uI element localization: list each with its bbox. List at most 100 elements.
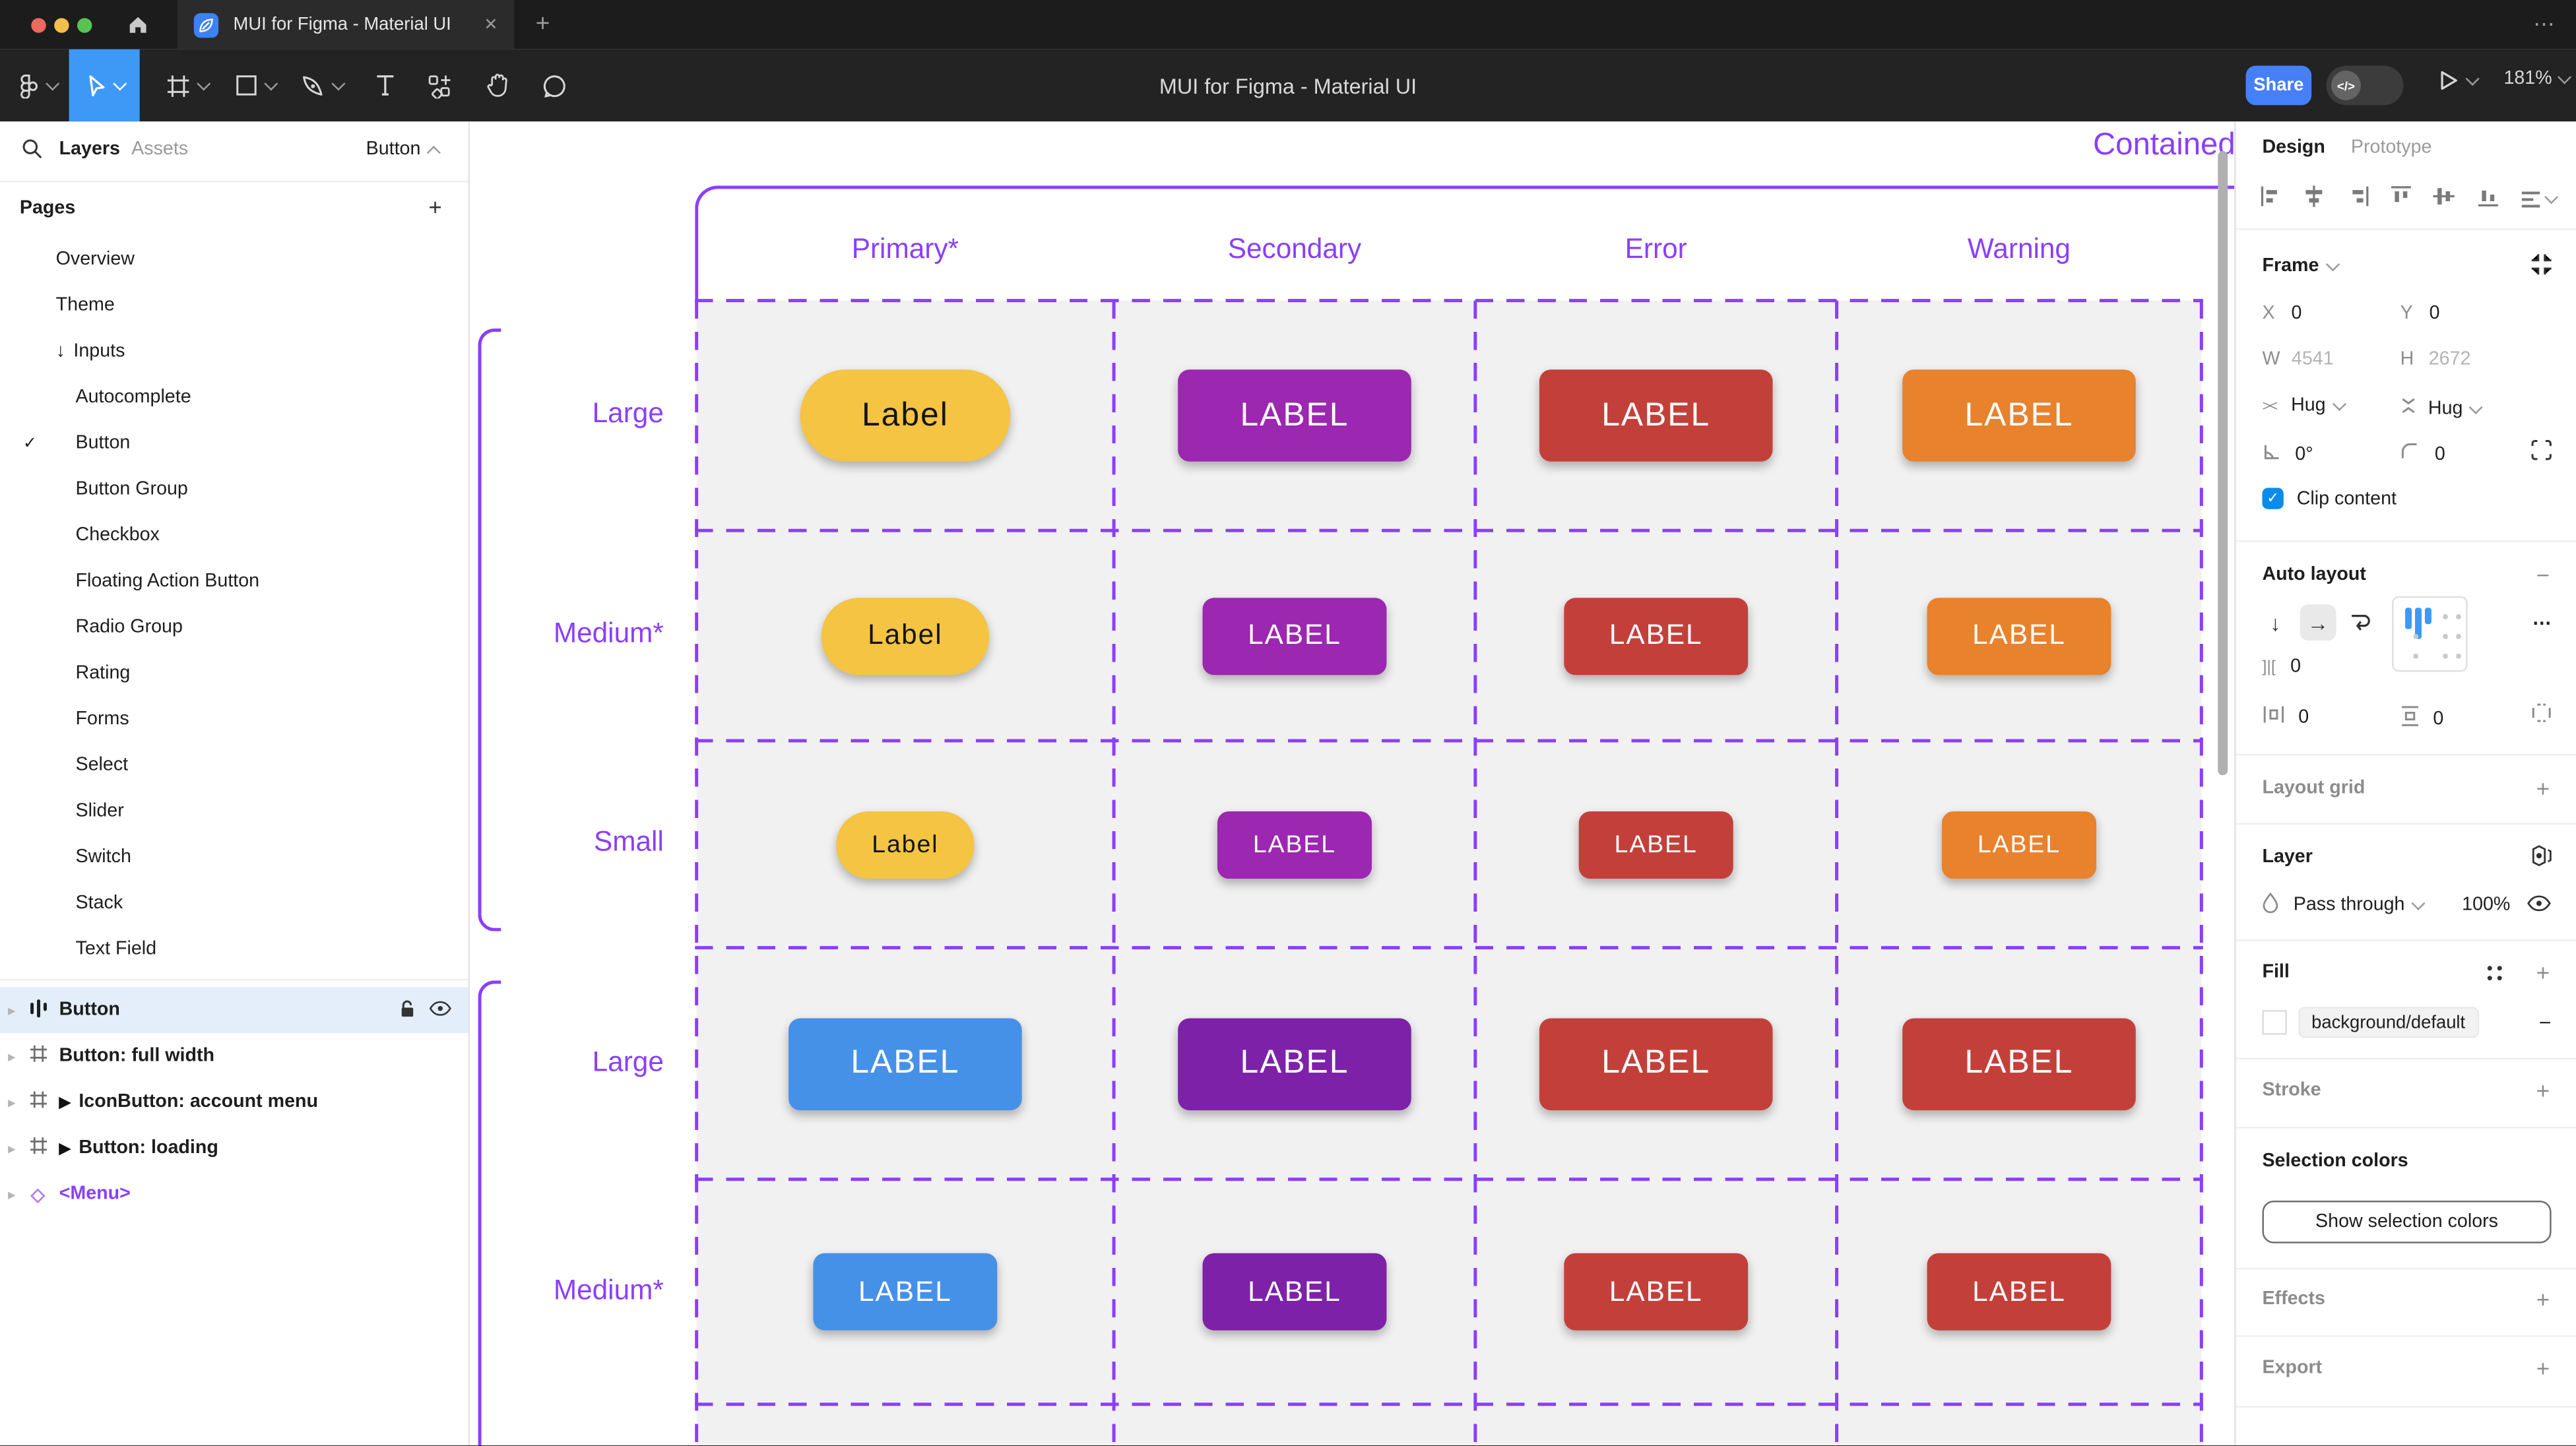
pen-tool[interactable] <box>292 49 352 122</box>
layer-visibility-eye-icon[interactable] <box>2527 895 2551 916</box>
mui-button-secondary-medium-row5[interactable]: LABEL <box>1202 1253 1387 1331</box>
page-item-autocomplete[interactable]: Autocomplete <box>0 375 468 421</box>
page-item-checkbox[interactable]: Checkbox <box>0 513 468 559</box>
page-item-rating[interactable]: Rating <box>0 650 468 697</box>
mui-button-error-large-row1[interactable]: LABEL <box>1539 369 1773 461</box>
expand-chevron-icon[interactable]: ▸ <box>8 1049 15 1063</box>
move-tool[interactable] <box>69 49 140 122</box>
add-effect-button[interactable]: + <box>2536 1286 2550 1313</box>
alignment-widget[interactable] <box>2392 596 2468 672</box>
close-window-button[interactable] <box>31 17 46 32</box>
share-button[interactable]: Share <box>2246 66 2312 106</box>
align-h-center-icon[interactable] <box>2302 184 2327 214</box>
remove-fill-button[interactable]: − <box>2539 1010 2552 1034</box>
horizontal-padding-field[interactable]: 0 <box>2262 705 2309 729</box>
mui-button-warning-medium-row2[interactable]: LABEL <box>1926 597 2111 674</box>
tab-design[interactable]: Design <box>2262 138 2325 158</box>
direction-vertical-icon[interactable]: ↓ <box>2257 604 2294 641</box>
zoom-level-menu[interactable]: 181% <box>2503 69 2570 89</box>
mui-button-primary-small-row3[interactable]: Label <box>835 811 975 878</box>
frame-tool[interactable] <box>158 49 217 122</box>
page-item-switch[interactable]: Switch <box>0 834 468 881</box>
minimize-window-button[interactable] <box>54 17 69 32</box>
home-icon[interactable] <box>127 13 150 44</box>
present-button[interactable] <box>2438 69 2478 92</box>
mui-button-primary-large-row4[interactable]: LABEL <box>789 1017 1022 1109</box>
tab-assets[interactable]: Assets <box>131 140 188 160</box>
page-item-overview[interactable]: Overview <box>0 237 468 283</box>
align-top-icon[interactable] <box>2389 184 2413 214</box>
unlock-icon[interactable] <box>399 998 416 1022</box>
mui-button-warning-large-row4[interactable]: LABEL <box>1902 1017 2136 1109</box>
mui-button-primary-medium-row2[interactable]: Label <box>821 597 988 674</box>
shrink-frame-icon[interactable] <box>2530 253 2553 280</box>
search-icon[interactable] <box>21 138 42 168</box>
align-v-center-icon[interactable] <box>2432 184 2457 214</box>
frame-section-header[interactable]: Frame <box>2262 256 2336 276</box>
main-menu-button[interactable] <box>10 49 66 122</box>
align-bottom-icon[interactable] <box>2475 184 2499 214</box>
independent-padding-icon[interactable] <box>2530 701 2553 729</box>
y-position-field[interactable]: Y0 <box>2400 304 2440 324</box>
add-fill-button[interactable]: + <box>2536 959 2550 986</box>
expand-chevron-icon[interactable]: ▸ <box>8 1003 15 1017</box>
page-item-stack[interactable]: Stack <box>0 881 468 927</box>
add-page-button[interactable]: + <box>428 194 441 220</box>
show-selection-colors-button[interactable]: Show selection colors <box>2262 1201 2551 1243</box>
frame-name-label[interactable]: Contained <box>2093 128 2234 164</box>
layer-row-button-loading[interactable]: ▸▶Button: loading <box>0 1125 468 1172</box>
page-item-inputs[interactable]: ↓Inputs <box>0 329 468 375</box>
page-item-floating-action-button[interactable]: Floating Action Button <box>0 559 468 605</box>
blend-mode-dropdown[interactable]: Pass through <box>2294 895 2405 915</box>
mui-button-error-medium-row2[interactable]: LABEL <box>1563 597 1749 674</box>
actions-tool[interactable] <box>414 49 463 122</box>
visible-eye-icon[interactable] <box>429 999 452 1021</box>
mui-button-secondary-large-row4[interactable]: LABEL <box>1178 1017 1411 1109</box>
mui-button-primary-large-row1[interactable]: Label <box>799 369 1011 461</box>
x-position-field[interactable]: X0 <box>2262 304 2302 324</box>
expand-chevron-icon[interactable]: ▸ <box>8 1094 15 1109</box>
layer-row-button[interactable]: ▸Button <box>0 987 468 1033</box>
mui-button-secondary-medium-row2[interactable]: LABEL <box>1202 597 1387 674</box>
layer-row--menu-[interactable]: ▸◇<Menu> <box>0 1171 468 1217</box>
remove-auto-layout-button[interactable]: − <box>2536 562 2550 588</box>
page-item-select[interactable]: Select <box>0 742 468 788</box>
direction-horizontal-icon[interactable]: → <box>2300 604 2336 641</box>
hand-tool[interactable] <box>473 49 523 122</box>
gap-field[interactable]: ]|[0 <box>2262 657 2301 677</box>
layer-row-button-full-width[interactable]: ▸Button: full width <box>0 1033 468 1079</box>
collapse-arrow-icon[interactable]: ↓ <box>56 342 65 362</box>
align-right-icon[interactable] <box>2346 184 2370 214</box>
window-overflow-menu[interactable]: ⋯ <box>2533 11 2556 38</box>
mui-button-error-large-row4[interactable]: LABEL <box>1539 1017 1773 1109</box>
layer-row-iconbutton-account-menu[interactable]: ▸▶IconButton: account menu <box>0 1079 468 1125</box>
add-stroke-button[interactable]: + <box>2536 1077 2550 1104</box>
add-export-button[interactable]: + <box>2536 1355 2550 1381</box>
page-item-forms[interactable]: Forms <box>0 697 468 743</box>
height-field[interactable]: H2672 <box>2400 350 2471 369</box>
add-layout-grid-button[interactable]: + <box>2536 775 2550 802</box>
hug-height-dropdown[interactable]: Hug <box>2400 396 2481 420</box>
mui-button-warning-small-row3[interactable]: LABEL <box>1941 811 2097 878</box>
mui-button-warning-medium-row5[interactable]: LABEL <box>1926 1253 2111 1331</box>
page-item-radio-group[interactable]: Radio Group <box>0 604 468 650</box>
canvas[interactable]: Contained Primary*SecondaryErrorWarningL… <box>470 121 2234 1445</box>
shape-tool[interactable] <box>225 49 284 122</box>
fill-styles-icon[interactable] <box>2486 964 2503 988</box>
text-tool[interactable] <box>360 49 409 122</box>
page-item-button[interactable]: ✓Button <box>0 420 468 466</box>
distribute-icon[interactable] <box>2519 187 2556 211</box>
page-item-text-field[interactable]: Text Field <box>0 926 468 972</box>
fill-row[interactable]: background/default − <box>2262 1007 2551 1038</box>
corner-radius-field[interactable]: 0 <box>2400 442 2445 466</box>
rotation-field[interactable]: 0° <box>2262 442 2313 466</box>
hug-width-dropdown[interactable]: ><Hug <box>2262 396 2344 416</box>
comment-tool[interactable] <box>529 49 579 122</box>
clip-content-checkbox[interactable]: ✓Clip content <box>2262 487 2397 509</box>
zoom-window-button[interactable] <box>77 17 92 32</box>
mui-button-primary-medium-row5[interactable]: LABEL <box>812 1253 998 1331</box>
mui-button-secondary-large-row1[interactable]: LABEL <box>1178 369 1411 461</box>
fill-color-swatch[interactable] <box>2262 1010 2286 1034</box>
page-item-theme[interactable]: Theme <box>0 282 468 329</box>
fill-token-chip[interactable]: background/default <box>2298 1007 2478 1038</box>
